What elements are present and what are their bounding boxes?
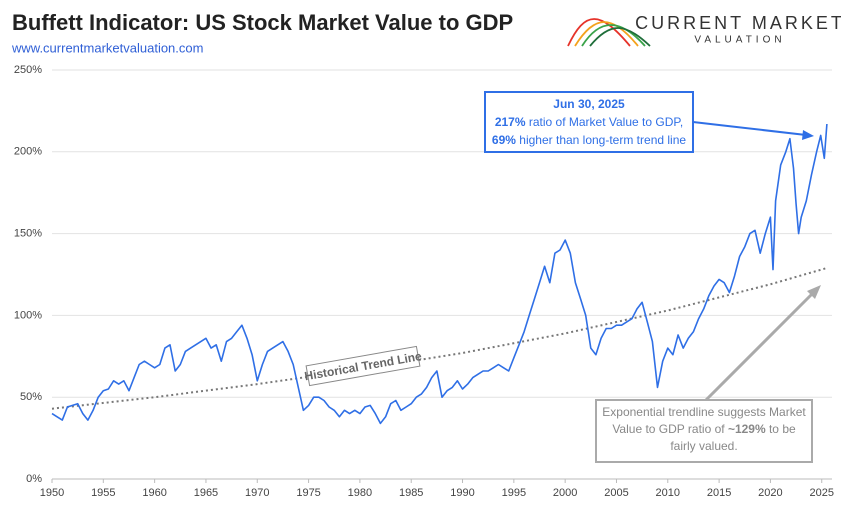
chart-title: Buffett Indicator: US Stock Market Value… <box>12 10 513 35</box>
callout_top-line: 69% higher than long-term trend line <box>492 133 686 147</box>
callout_top-text: higher than long-term trend line <box>516 133 686 147</box>
callout-arrow <box>692 121 807 136</box>
x-tick-label: 1995 <box>502 487 526 499</box>
callout_top-text: 69% <box>492 133 516 147</box>
callout_top-text: ratio of Market Value to GDP, <box>526 115 684 129</box>
callout_bottom-line: Value to GDP ratio of ~129% to be <box>612 422 796 436</box>
y-tick-label: 100% <box>14 309 42 321</box>
callout_top-text: 217% <box>495 115 526 129</box>
x-tick-label: 2025 <box>809 487 833 499</box>
x-tick-label: 2020 <box>758 487 782 499</box>
callout_bottom-box <box>595 399 813 463</box>
x-tick-label: 1975 <box>296 487 320 499</box>
x-tick-label: 2010 <box>656 487 680 499</box>
callout_top-line: Jun 30, 2025 <box>553 97 625 111</box>
trend-label: Historical Trend Line <box>303 345 423 387</box>
callout_top-line: 217% ratio of Market Value to GDP, <box>495 115 683 129</box>
callout_bottom-text: Value to GDP ratio of <box>612 422 728 436</box>
x-tick-label: 1965 <box>194 487 218 499</box>
callout-arrow <box>704 290 816 402</box>
y-tick-label: 200% <box>14 146 42 158</box>
arrow-head <box>807 285 821 299</box>
x-tick-label: 2015 <box>707 487 731 499</box>
callout_top-text: Jun 30, 2025 <box>553 97 625 111</box>
x-tick-label: 1960 <box>142 487 166 499</box>
x-tick-label: 1955 <box>91 487 115 499</box>
x-tick-label: 2000 <box>553 487 577 499</box>
brand-name: CURRENT MARKET <box>635 13 841 33</box>
x-tick-label: 1970 <box>245 487 269 499</box>
callout_bottom-text: Exponential trendline suggests Market <box>602 405 806 419</box>
callout_bottom-text: to be <box>766 422 796 436</box>
x-tick-label: 2005 <box>604 487 628 499</box>
y-tick-label: 50% <box>20 391 42 403</box>
x-tick-label: 1950 <box>40 487 64 499</box>
x-tick-label: 1985 <box>399 487 423 499</box>
callout_bottom-line: Exponential trendline suggests Market <box>602 405 806 419</box>
callout_top-box <box>484 91 694 153</box>
y-tick-label: 0% <box>26 473 42 485</box>
callout_bottom-text: fairly valued. <box>670 439 737 453</box>
callout_bottom-line: fairly valued. <box>670 439 737 453</box>
y-tick-label: 150% <box>14 228 42 240</box>
trend-label-box <box>305 345 421 387</box>
brand-logo <box>567 18 651 47</box>
x-tick-label: 1980 <box>348 487 372 499</box>
arrow-head <box>802 130 814 140</box>
data-line <box>51 123 828 425</box>
x-tick-label: 1990 <box>450 487 474 499</box>
chart-subtitle[interactable]: www.currentmarketvaluation.com <box>11 40 203 55</box>
callout_bottom-text: ~129% <box>728 422 766 436</box>
y-tick-label: 250% <box>14 64 42 76</box>
brand-tagline: VALUATION <box>694 35 785 46</box>
